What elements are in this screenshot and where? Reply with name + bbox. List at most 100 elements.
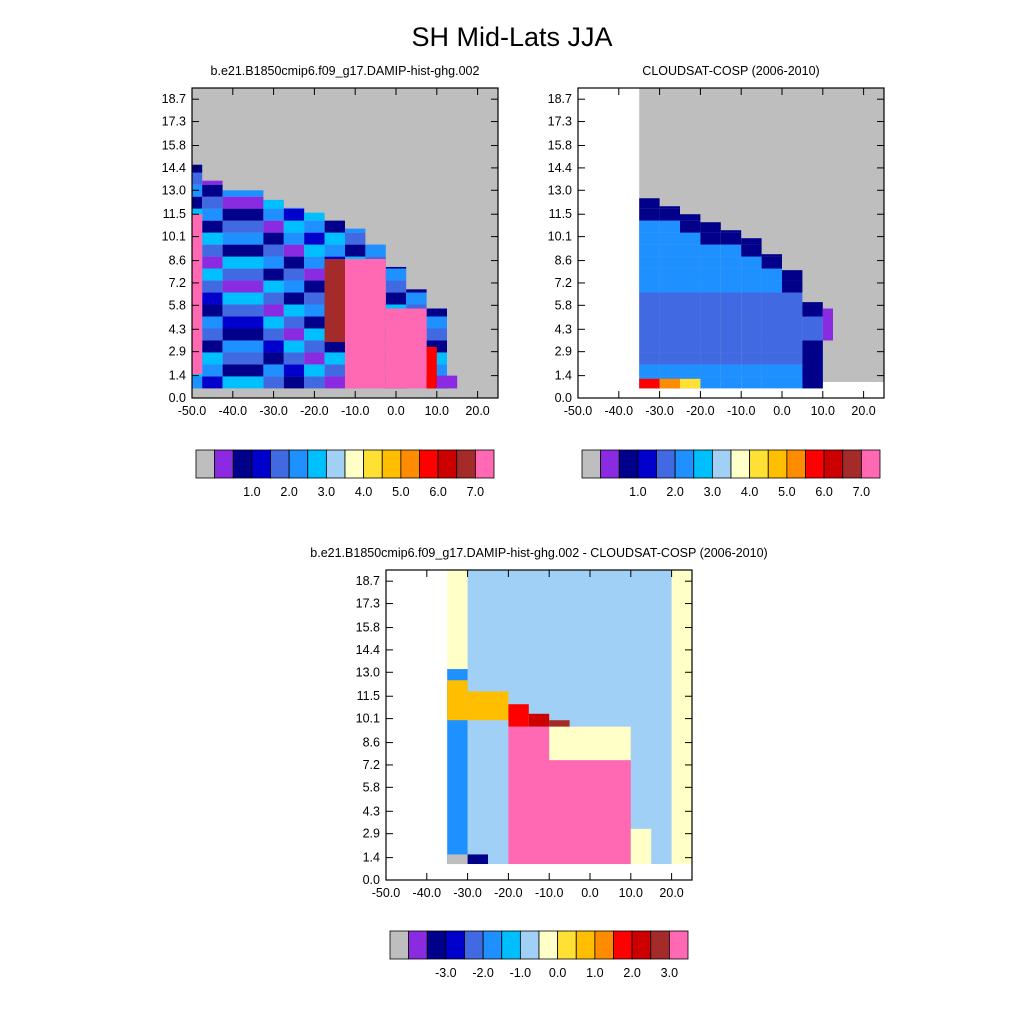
heatmap-cell <box>202 196 223 209</box>
colorbar-swatch <box>464 930 484 960</box>
colorbar-swatch <box>501 930 521 960</box>
heatmap-cell <box>283 220 305 233</box>
heatmap-cell <box>447 854 468 865</box>
heatmap-cell <box>222 256 264 269</box>
heatmap-cell <box>680 292 701 305</box>
x-tick-label: -50.0 <box>372 886 401 900</box>
heatmap-cell <box>222 268 264 281</box>
heatmap-cell <box>222 340 264 353</box>
x-tick-label: -10.0 <box>535 886 564 900</box>
heatmap-cell <box>802 340 823 389</box>
heatmap-cell <box>263 340 284 353</box>
heatmap-cell <box>345 244 366 257</box>
colorbar-label: 0.0 <box>549 966 566 980</box>
heatmap-cell <box>659 208 680 221</box>
heatmap-cell <box>304 232 325 245</box>
heatmap-cell <box>639 316 660 329</box>
colorbar-swatch <box>730 449 751 479</box>
y-tick-label: 7.2 <box>169 276 186 290</box>
y-tick-label: 17.3 <box>356 597 380 611</box>
heatmap-cell <box>345 258 386 389</box>
heatmap-cell <box>304 256 325 269</box>
heatmap-cell <box>324 244 345 257</box>
heatmap-cell <box>720 232 742 245</box>
heatmap-cell <box>680 378 701 389</box>
heatmap-cell <box>782 364 803 377</box>
heatmap-cell <box>222 352 264 365</box>
heatmap-cell <box>283 208 305 221</box>
panel-title: b.e21.B1850cmip6.f09_g17.DAMIP-hist-ghg.… <box>310 546 767 560</box>
colorbar-swatch <box>860 449 881 479</box>
y-tick-label: 15.8 <box>548 139 572 153</box>
heatmap-cell <box>304 316 325 329</box>
heatmap-cell <box>263 268 284 281</box>
colorbar-swatch <box>618 449 639 479</box>
heatmap-cell <box>304 212 325 221</box>
y-tick-label: 4.3 <box>363 804 380 818</box>
x-tick-label: 20.0 <box>851 404 875 418</box>
heatmap-cell <box>680 364 701 377</box>
colorbar-label: 3.0 <box>318 485 335 499</box>
heatmap-cell <box>202 184 223 197</box>
heatmap-cell <box>345 228 366 233</box>
heatmap-cell <box>822 308 833 341</box>
heatmap-cell <box>324 340 345 353</box>
x-tick-label: 0.0 <box>581 886 598 900</box>
heatmap-cell <box>639 328 660 341</box>
heatmap-cell <box>283 316 305 329</box>
heatmap-cell <box>202 292 223 305</box>
heatmap-cell <box>700 304 721 317</box>
heatmap-cell <box>385 268 407 281</box>
colorbar: 1.0 2.0 3.0 4.0 5.0 6.0 7.0 <box>195 449 495 499</box>
y-tick-label: 18.7 <box>162 92 186 106</box>
heatmap-cell <box>508 704 529 727</box>
heatmap-cell <box>222 304 264 317</box>
x-tick-label: 10.0 <box>811 404 835 418</box>
colorbar-label: 3.0 <box>661 966 678 980</box>
heatmap-cell <box>222 208 264 221</box>
heatmap-cell <box>782 304 803 317</box>
heatmap-cell <box>802 304 823 317</box>
heatmap-cell <box>222 376 264 389</box>
panels-group: b.e21.B1850cmip6.f09_g17.DAMIP-hist-ghg.… <box>162 64 885 980</box>
heatmap-cell <box>741 238 762 245</box>
colorbar-label: 4.0 <box>741 485 758 499</box>
x-tick-label: -40.0 <box>413 886 442 900</box>
y-tick-label: 7.2 <box>363 758 380 772</box>
heatmap-cell <box>263 256 284 269</box>
heatmap-cell <box>639 268 660 281</box>
heatmap-cell <box>283 376 305 389</box>
heatmap-cell <box>639 220 660 233</box>
heatmap-cell <box>426 316 447 329</box>
heatmap-cell <box>263 232 284 245</box>
heatmap-cell <box>659 280 680 293</box>
heatmap-cell <box>680 244 701 257</box>
y-tick-label: 8.6 <box>363 736 380 750</box>
colorbar: 1.0 2.0 3.0 4.0 5.0 6.0 7.0 <box>581 449 881 499</box>
figure-title: SH Mid-Lats JJA <box>411 22 612 52</box>
y-tick-label: 11.5 <box>357 689 380 703</box>
heatmap-cell <box>782 292 803 305</box>
heatmap-cell <box>782 352 803 365</box>
heatmap-cell <box>680 220 701 233</box>
panel-title: CLOUDSAT-COSP (2006-2010) <box>642 64 819 78</box>
heatmap-cell <box>283 292 305 305</box>
x-tick-label: 0.0 <box>387 404 404 418</box>
colorbar-swatch <box>767 449 788 479</box>
heatmap-cell <box>467 854 488 865</box>
heatmap-cell <box>720 328 742 341</box>
colorbar-swatch <box>445 930 465 960</box>
heatmap-cell <box>700 244 721 257</box>
colorbar-swatch <box>482 930 503 960</box>
heatmap-cell <box>202 268 223 281</box>
colorbar-label: 1.0 <box>243 485 260 499</box>
heatmap-cell <box>202 328 223 341</box>
heatmap-cell <box>283 207 305 209</box>
y-tick-label: 0.0 <box>169 391 186 405</box>
heatmap-cell <box>304 292 325 305</box>
y-tick-label: 1.4 <box>169 369 186 383</box>
heatmap-cell <box>324 232 345 245</box>
colorbar-swatch <box>842 449 862 479</box>
y-tick-label: 1.4 <box>555 369 572 383</box>
colorbar-label: 6.0 <box>815 485 832 499</box>
